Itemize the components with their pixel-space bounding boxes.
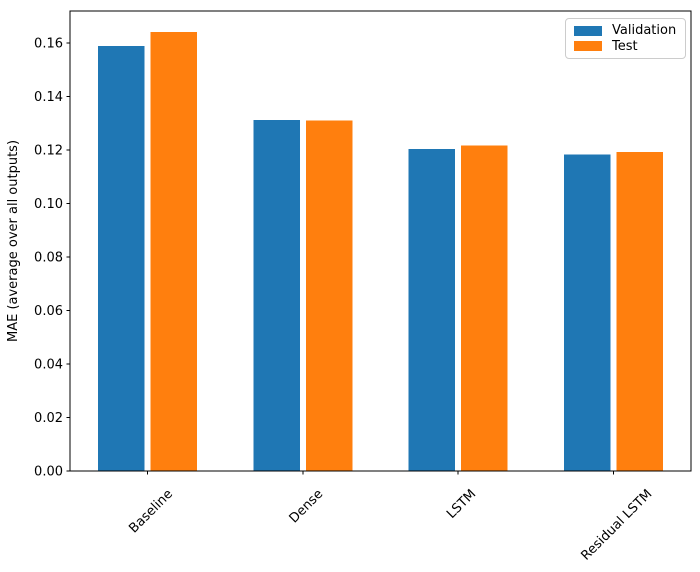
y-tick-label: 0.16 <box>34 37 63 52</box>
bar-lstm-test <box>461 145 508 471</box>
bar-residual-lstm-validation <box>563 154 611 471</box>
y-tick-label: 0.04 <box>34 358 63 373</box>
bar-lstm-validation <box>408 149 456 471</box>
bar-residual-lstm-test <box>616 151 663 471</box>
y-tick-label: 0.14 <box>34 90 63 105</box>
x-tick-label-residual-lstm: Residual LSTM <box>578 487 655 564</box>
legend-swatch-test <box>574 41 602 52</box>
y-tick-label: 0.06 <box>34 304 63 319</box>
legend-label-validation: Validation <box>612 23 677 39</box>
y-tick-label: 0.00 <box>34 465 63 480</box>
bar-dense-test <box>305 120 353 471</box>
x-tick-label-dense: Dense <box>287 487 327 527</box>
legend-swatch-validation <box>574 25 602 36</box>
legend-item-validation: Validation <box>574 23 677 38</box>
y-tick-label: 0.12 <box>34 144 63 159</box>
bar-baseline-validation <box>98 45 145 472</box>
x-tick-label-lstm: LSTM <box>444 487 479 522</box>
bar-dense-validation <box>253 120 300 472</box>
y-tick-label: 0.10 <box>34 197 63 212</box>
legend-label-test: Test <box>612 38 638 54</box>
plot-border <box>69 10 692 472</box>
y-tick-label: 0.02 <box>34 411 63 426</box>
x-tick-label-baseline: Baseline <box>126 487 176 537</box>
bars-layer <box>98 32 663 472</box>
y-tick-label: 0.08 <box>34 251 63 266</box>
legend-item-test: Test <box>574 39 677 54</box>
legend: Validation Test <box>565 18 686 59</box>
y-axis-label: MAE (average over all outputs) <box>6 140 21 342</box>
bar-baseline-test <box>150 32 198 471</box>
